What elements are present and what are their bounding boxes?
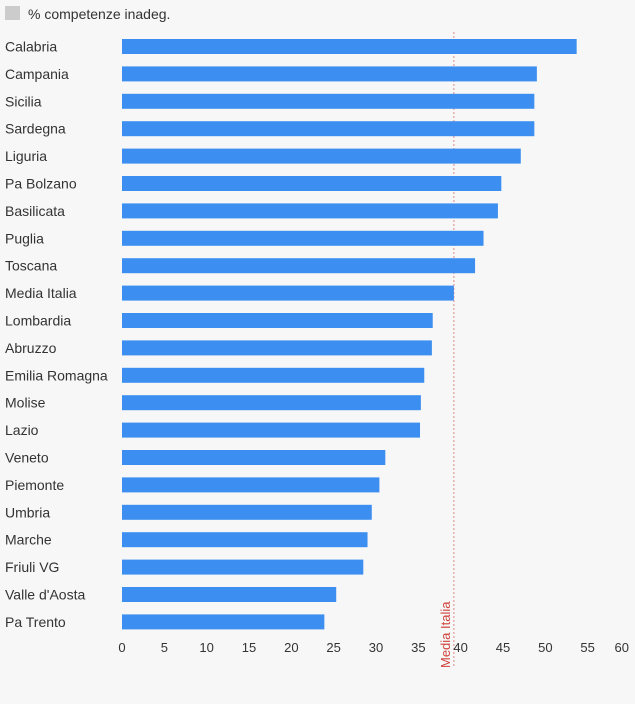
- bar: [122, 313, 433, 328]
- x-tick-label: 25: [326, 640, 340, 655]
- x-tick-label: 45: [496, 640, 510, 655]
- x-tick-label: 15: [242, 640, 256, 655]
- x-tick-label: 55: [580, 640, 594, 655]
- category-label: Campania: [5, 66, 69, 82]
- bar: [122, 422, 421, 438]
- category-labels: Calabria Campania Sicilia Sardegna Liguria Pa…: [5, 39, 108, 630]
- bar: [122, 395, 421, 411]
- category-label: Emilia Romagna: [5, 367, 108, 383]
- bar: [122, 121, 535, 137]
- category-label: Veneto: [5, 450, 49, 466]
- bar: [122, 340, 432, 356]
- category-label: Piemonte: [5, 477, 64, 493]
- bar: [122, 148, 521, 164]
- bar: [122, 587, 337, 602]
- bar: [122, 39, 577, 54]
- x-tick-label: 40: [453, 640, 467, 655]
- category-label: Sardegna: [5, 121, 66, 137]
- category-label: Umbria: [5, 504, 50, 520]
- x-tick-label: 60: [615, 640, 629, 655]
- category-label: Valle d'Aosta: [5, 587, 85, 603]
- category-label: Lazio: [5, 422, 39, 438]
- legend-label: % competenze inadeg.: [28, 6, 170, 22]
- reference-line-label: Media Italia: [438, 601, 453, 668]
- bar: [122, 504, 372, 520]
- category-label: Sicilia: [5, 93, 42, 109]
- bars-group: [122, 39, 577, 630]
- x-tick-label: 30: [369, 640, 383, 655]
- category-label: Pa Trento: [5, 614, 66, 630]
- x-tick-label: 20: [284, 640, 298, 655]
- x-tick-label: 10: [199, 640, 213, 655]
- category-label: Liguria: [5, 148, 47, 164]
- bar: [122, 532, 368, 548]
- reference-line-group: Media Italia: [438, 32, 455, 668]
- category-label: Toscana: [5, 258, 57, 274]
- bar: [122, 285, 454, 301]
- category-label: Abruzzo: [5, 340, 57, 356]
- category-label: Molise: [5, 395, 46, 411]
- x-tick-label: 0: [118, 640, 125, 655]
- x-tick-label: 35: [411, 640, 425, 655]
- category-label: Puglia: [5, 230, 44, 246]
- bar: [122, 258, 476, 274]
- x-axis-tick-labels: 0 5 10 15 20 25 30 35 40 45 50 55 60: [118, 640, 629, 655]
- x-tick-label: 5: [161, 640, 168, 655]
- bar: [122, 230, 484, 246]
- bar: [122, 203, 498, 219]
- category-label: Lombardia: [5, 313, 71, 329]
- legend-swatch: [5, 6, 20, 20]
- bar: [122, 367, 425, 383]
- category-label: Basilicata: [5, 203, 65, 219]
- bar: [122, 477, 380, 493]
- bar: [122, 66, 537, 82]
- bar: [122, 450, 386, 465]
- category-label: Marche: [5, 532, 52, 548]
- category-label: Calabria: [5, 39, 57, 55]
- bar: [122, 93, 535, 109]
- x-tick-label: 50: [538, 640, 552, 655]
- legend: % competenze inadeg.: [5, 6, 170, 22]
- bar: [122, 176, 502, 191]
- bar: [122, 614, 325, 630]
- category-label: Friuli VG: [5, 559, 59, 575]
- category-label: Media Italia: [5, 285, 77, 301]
- bar: [122, 559, 364, 575]
- category-label: Pa Bolzano: [5, 176, 77, 192]
